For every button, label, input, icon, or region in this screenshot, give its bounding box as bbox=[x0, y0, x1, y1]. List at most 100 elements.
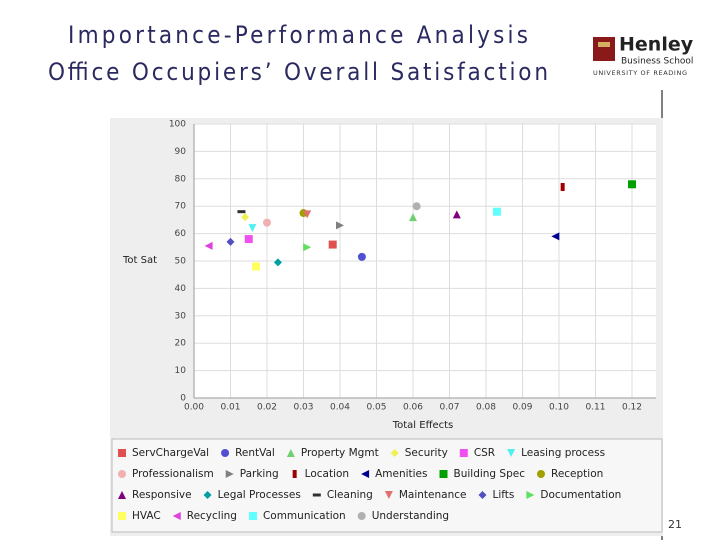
x-tick-label: 0.09 bbox=[512, 403, 532, 413]
marker bbox=[507, 449, 516, 457]
marker bbox=[118, 470, 126, 478]
x-tick-label: 0.04 bbox=[330, 403, 350, 413]
marker bbox=[409, 213, 417, 222]
marker bbox=[203, 491, 212, 499]
legend-label: Professionalism bbox=[132, 468, 214, 480]
marker bbox=[537, 470, 545, 478]
x-tick-label: 0.00 bbox=[184, 403, 204, 413]
x-axis-label: Total Effects bbox=[392, 420, 454, 431]
marker bbox=[118, 512, 126, 520]
y-tick-label: 80 bbox=[175, 174, 187, 184]
marker bbox=[221, 449, 230, 457]
x-tick-label: 0.02 bbox=[257, 403, 277, 413]
legend-label: Location bbox=[305, 468, 349, 480]
marker bbox=[248, 224, 257, 233]
x-tick-label: 0.05 bbox=[366, 403, 386, 413]
marker bbox=[439, 470, 448, 478]
marker bbox=[286, 449, 295, 457]
marker bbox=[244, 235, 253, 244]
marker bbox=[237, 210, 246, 214]
legend-label: RentVal bbox=[235, 447, 275, 459]
legend-label: Documentation bbox=[540, 489, 621, 501]
legend-label: Maintenance bbox=[399, 489, 467, 501]
marker bbox=[312, 493, 321, 497]
marker bbox=[361, 470, 370, 478]
marker bbox=[292, 470, 297, 478]
marker bbox=[412, 202, 421, 211]
marker bbox=[526, 491, 535, 499]
marker bbox=[226, 237, 235, 246]
logo: Henley Business School UNIVERSITY OF REA… bbox=[593, 34, 694, 77]
x-tick-label: 0.03 bbox=[293, 403, 313, 413]
logo-band bbox=[598, 42, 610, 47]
legend-label: Amenities bbox=[375, 468, 427, 480]
y-tick-label: 30 bbox=[175, 311, 187, 321]
legend-label: ServChargeVal bbox=[132, 447, 209, 459]
marker bbox=[357, 512, 366, 520]
marker bbox=[478, 491, 487, 499]
marker bbox=[248, 512, 257, 520]
y-axis-label: Tot Sat bbox=[122, 255, 157, 266]
legend-label: HVAC bbox=[132, 510, 161, 522]
marker bbox=[204, 241, 213, 250]
y-tick-label: 40 bbox=[175, 284, 187, 294]
marker bbox=[273, 258, 282, 267]
marker bbox=[241, 213, 250, 222]
marker bbox=[336, 221, 344, 230]
x-tick-label: 0.10 bbox=[549, 403, 569, 413]
marker bbox=[303, 210, 312, 219]
legend-label: Lifts bbox=[492, 489, 514, 501]
legend-label: Security bbox=[405, 447, 448, 459]
legend-label: Responsive bbox=[132, 489, 192, 501]
y-tick-label: 60 bbox=[175, 229, 187, 239]
marker bbox=[459, 449, 468, 457]
legend-label: Leasing process bbox=[521, 447, 605, 459]
logo-name: Henley bbox=[619, 34, 694, 56]
x-tick-label: 0.01 bbox=[220, 403, 240, 413]
title: Importance-Performance Analysis bbox=[68, 21, 528, 49]
legend-label: Understanding bbox=[372, 510, 449, 522]
marker bbox=[628, 180, 636, 189]
y-tick-label: 10 bbox=[175, 366, 187, 376]
marker bbox=[492, 207, 501, 216]
marker bbox=[390, 449, 399, 457]
x-tick-label: 0.07 bbox=[439, 403, 459, 413]
y-tick-label: 20 bbox=[175, 339, 187, 349]
marker bbox=[384, 491, 393, 499]
y-tick-label: 70 bbox=[175, 202, 187, 212]
x-tick-label: 0.06 bbox=[403, 403, 423, 413]
x-tick-label: 0.11 bbox=[585, 403, 605, 413]
marker bbox=[452, 210, 461, 219]
legend-label: Cleaning bbox=[327, 489, 373, 501]
y-tick-label: 100 bbox=[169, 120, 186, 130]
marker bbox=[560, 183, 565, 192]
marker bbox=[252, 262, 261, 271]
marker bbox=[118, 491, 126, 499]
legend-label: Reception bbox=[551, 468, 603, 480]
logo-shield bbox=[593, 37, 615, 61]
marker bbox=[118, 449, 126, 457]
y-tick-label: 50 bbox=[175, 257, 187, 267]
legend-label: Building Spec bbox=[454, 468, 526, 480]
legend-label: Legal Processes bbox=[218, 489, 301, 501]
legend-label: Communication bbox=[263, 510, 346, 522]
y-tick-label: 0 bbox=[180, 394, 186, 404]
x-tick-label: 0.08 bbox=[476, 403, 496, 413]
marker bbox=[328, 240, 337, 249]
y-tick-label: 90 bbox=[175, 147, 187, 157]
marker bbox=[263, 218, 271, 227]
legend-label: Property Mgmt bbox=[301, 447, 379, 459]
legend bbox=[111, 438, 663, 533]
marker bbox=[357, 252, 366, 261]
logo-school: Business School bbox=[621, 57, 693, 67]
marker bbox=[172, 512, 181, 520]
marker bbox=[225, 470, 234, 478]
legend-label: Parking bbox=[240, 468, 279, 480]
page-number: 21 bbox=[668, 518, 682, 531]
legend-label: Recycling bbox=[187, 510, 237, 522]
legend-label: CSR bbox=[474, 447, 495, 459]
marker bbox=[303, 243, 312, 252]
subtitle: Office Occupiers’ Overall Satisfaction bbox=[48, 58, 548, 86]
